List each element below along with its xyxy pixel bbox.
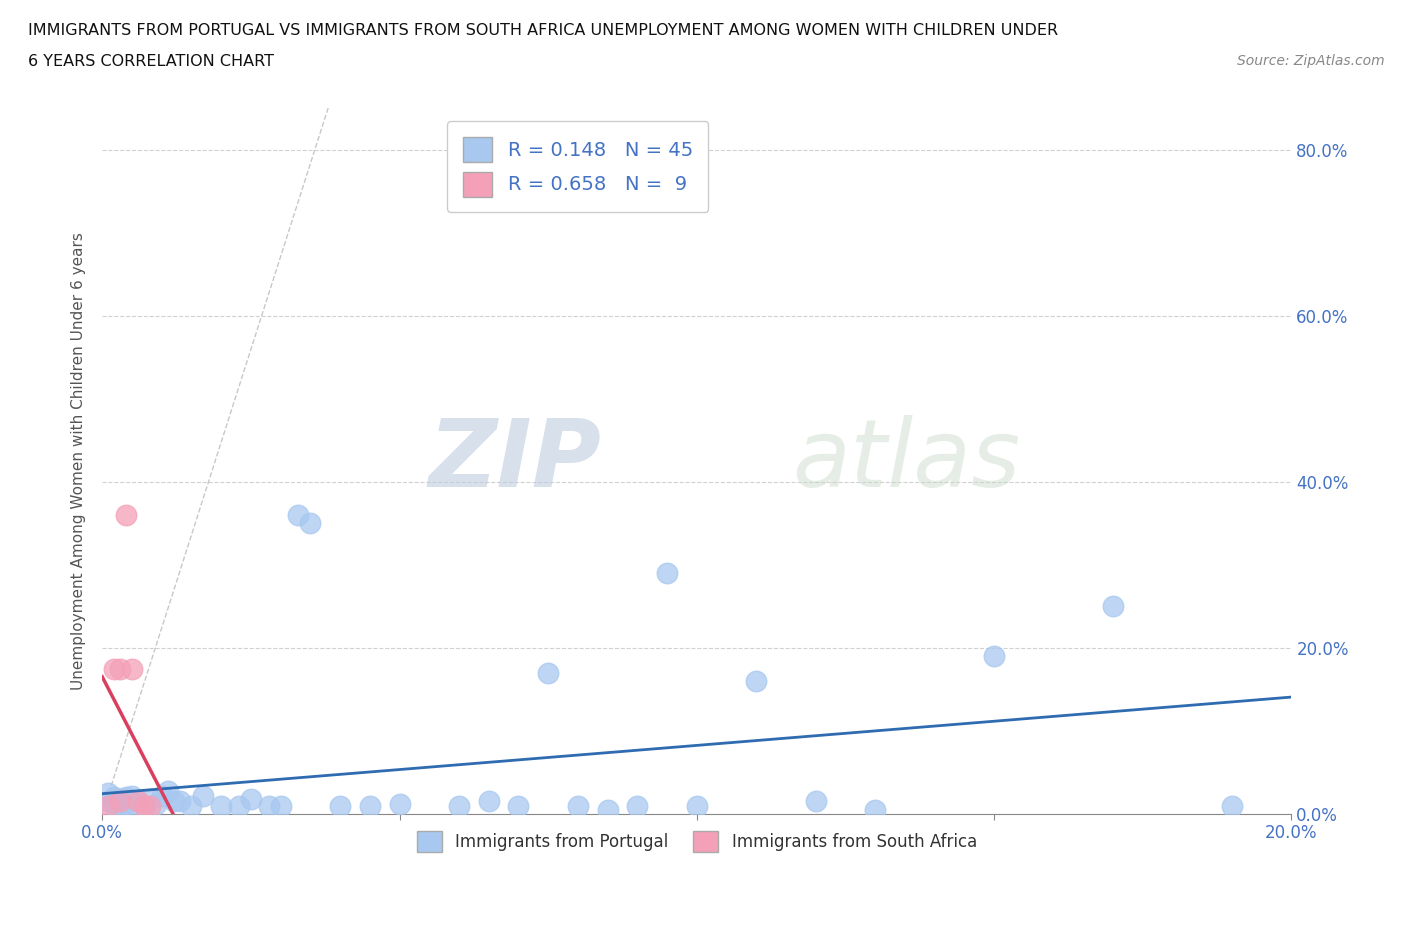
Point xyxy=(745,673,768,688)
Point xyxy=(162,794,184,809)
Point xyxy=(108,794,131,809)
Point xyxy=(270,798,292,813)
Point xyxy=(115,790,138,804)
Point xyxy=(180,798,202,813)
Point xyxy=(626,798,648,813)
Point xyxy=(388,796,411,811)
Y-axis label: Unemployment Among Women with Children Under 6 years: Unemployment Among Women with Children U… xyxy=(72,232,86,690)
Point xyxy=(108,798,131,813)
Point xyxy=(655,565,678,580)
Point xyxy=(150,788,173,803)
Point xyxy=(139,798,162,813)
Point xyxy=(863,803,886,817)
Point xyxy=(121,788,143,803)
Point xyxy=(228,798,250,813)
Point xyxy=(209,798,232,813)
Point xyxy=(103,798,125,813)
Point xyxy=(508,798,530,813)
Text: ZIP: ZIP xyxy=(429,415,602,507)
Text: IMMIGRANTS FROM PORTUGAL VS IMMIGRANTS FROM SOUTH AFRICA UNEMPLOYMENT AMONG WOME: IMMIGRANTS FROM PORTUGAL VS IMMIGRANTS F… xyxy=(28,23,1059,38)
Point xyxy=(103,661,125,676)
Point xyxy=(145,796,167,811)
Point xyxy=(359,798,381,813)
Point xyxy=(156,783,179,798)
Point xyxy=(329,798,352,813)
Point xyxy=(115,796,138,811)
Text: Source: ZipAtlas.com: Source: ZipAtlas.com xyxy=(1237,54,1385,68)
Point xyxy=(983,648,1005,663)
Point xyxy=(132,798,155,813)
Point xyxy=(193,788,215,803)
Point xyxy=(287,508,309,523)
Point xyxy=(596,803,619,817)
Point xyxy=(478,794,501,809)
Point xyxy=(97,786,120,801)
Text: 6 YEARS CORRELATION CHART: 6 YEARS CORRELATION CHART xyxy=(28,54,274,69)
Point xyxy=(97,794,120,809)
Point xyxy=(239,791,262,806)
Point xyxy=(686,798,709,813)
Point xyxy=(1102,599,1125,614)
Point xyxy=(127,794,149,809)
Point xyxy=(121,661,143,676)
Legend: Immigrants from Portugal, Immigrants from South Africa: Immigrants from Portugal, Immigrants fro… xyxy=(411,825,984,858)
Point xyxy=(447,798,470,813)
Point xyxy=(97,798,120,813)
Point xyxy=(127,794,149,809)
Point xyxy=(139,791,162,806)
Point xyxy=(108,661,131,676)
Point xyxy=(121,800,143,815)
Point xyxy=(132,798,155,813)
Text: atlas: atlas xyxy=(792,416,1021,507)
Point xyxy=(103,790,125,804)
Point xyxy=(1220,798,1243,813)
Point xyxy=(567,798,589,813)
Point xyxy=(257,798,280,813)
Point xyxy=(115,508,138,523)
Point xyxy=(169,794,191,809)
Point xyxy=(108,791,131,806)
Point xyxy=(804,794,827,809)
Point xyxy=(537,665,560,680)
Point xyxy=(299,516,322,531)
